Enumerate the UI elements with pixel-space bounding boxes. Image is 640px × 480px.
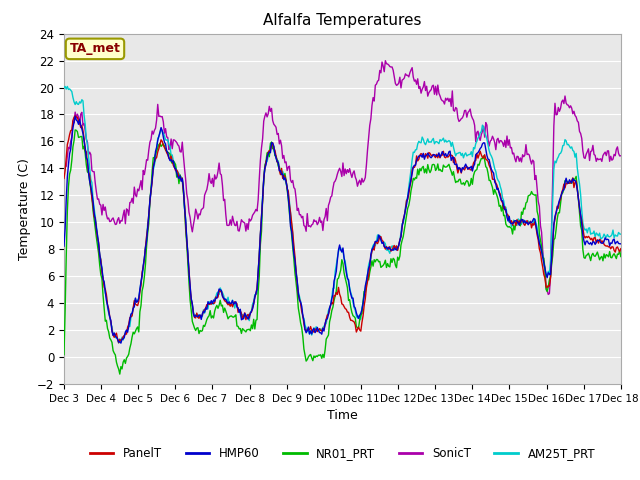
Title: Alfalfa Temperatures: Alfalfa Temperatures xyxy=(263,13,422,28)
Legend: PanelT, HMP60, NR01_PRT, SonicT, AM25T_PRT: PanelT, HMP60, NR01_PRT, SonicT, AM25T_P… xyxy=(85,443,600,465)
Y-axis label: Temperature (C): Temperature (C) xyxy=(19,158,31,260)
X-axis label: Time: Time xyxy=(327,409,358,422)
Text: TA_met: TA_met xyxy=(70,42,120,55)
